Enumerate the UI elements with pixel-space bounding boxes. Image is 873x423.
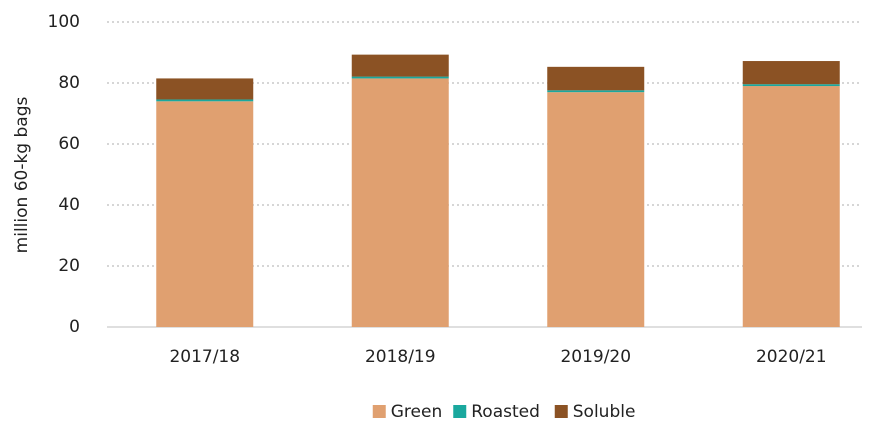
bar-segment: [156, 99, 254, 102]
legend-label: Soluble: [573, 402, 636, 422]
bar-segment: [351, 76, 449, 79]
bar-segment: [547, 90, 645, 93]
legend-label: Green: [391, 402, 442, 422]
bar-segment: [351, 78, 449, 327]
legend-label: Roasted: [471, 402, 540, 422]
x-tick-label: 2020/21: [756, 347, 827, 367]
x-tick-label: 2017/18: [169, 347, 240, 367]
y-tick-label: 0: [69, 317, 80, 337]
bar-segment: [547, 66, 645, 91]
y-tick-label: 60: [58, 134, 80, 154]
bar-segment: [547, 92, 645, 328]
bar-segment: [351, 54, 449, 77]
y-tick-label: 80: [58, 73, 80, 93]
bar-segment: [742, 86, 840, 327]
y-axis-label: million 60-kg bags: [12, 97, 32, 254]
y-tick-label: 40: [58, 195, 80, 215]
bar-segment: [742, 61, 840, 85]
y-tick-label: 100: [48, 12, 80, 32]
bar-segment: [156, 78, 254, 100]
legend-swatch: [554, 405, 568, 418]
bar-segment: [156, 101, 254, 327]
legend-swatch: [453, 405, 467, 418]
y-tick-label: 20: [58, 256, 80, 276]
legend-swatch: [372, 405, 386, 418]
x-tick-label: 2018/19: [365, 347, 436, 367]
x-tick-label: 2019/20: [560, 347, 631, 367]
bar-segment: [742, 84, 840, 87]
